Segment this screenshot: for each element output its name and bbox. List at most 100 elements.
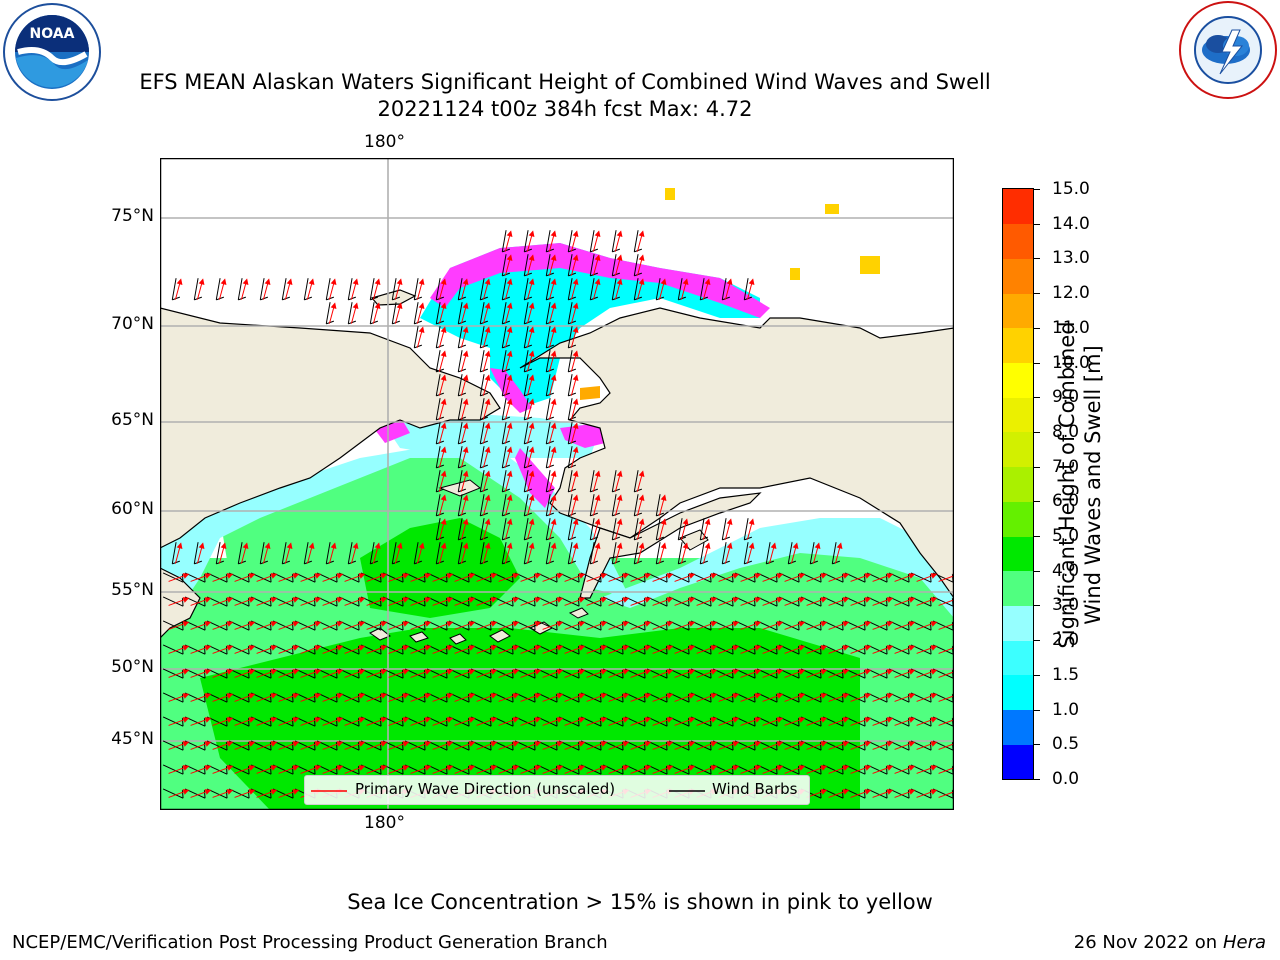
wave-direction-arrow <box>482 446 491 468</box>
lat-label-65: 65°N <box>111 410 154 430</box>
colorbar-tick-mark <box>1034 501 1040 503</box>
wave-direction-arrow <box>570 446 579 468</box>
wave-direction-arrow <box>630 669 652 678</box>
wave-direction-arrow <box>614 278 623 300</box>
wave-direction-arrow <box>806 717 828 726</box>
wave-direction-arrow <box>614 494 623 516</box>
wave-direction-arrow <box>636 542 645 564</box>
wave-direction-arrow <box>916 741 938 750</box>
wave-direction-arrow <box>894 669 916 678</box>
wave-direction-arrow <box>306 542 315 564</box>
wave-direction-arrow <box>504 470 513 492</box>
wave-direction-arrow <box>630 645 652 654</box>
wave-direction-arrow <box>322 573 344 582</box>
wave-direction-arrow <box>174 542 183 564</box>
wave-direction-arrow <box>190 669 212 678</box>
wave-direction-arrow <box>872 573 894 582</box>
wave-direction-arrow <box>278 597 300 606</box>
wave-direction-arrow <box>768 542 777 564</box>
wave-direction-arrow <box>416 278 425 300</box>
colorbar-bin <box>1003 189 1033 225</box>
wave-direction-arrow <box>916 645 938 654</box>
wave-direction-arrow <box>564 669 586 678</box>
wave-direction-arrow <box>328 542 337 564</box>
wave-direction-arrow <box>460 542 469 564</box>
wave-direction-arrow <box>696 741 718 750</box>
wave-direction-arrow <box>894 621 916 630</box>
wave-direction-arrow <box>592 494 601 516</box>
wave-direction-arrow <box>278 573 300 582</box>
wave-direction-arrow <box>190 789 212 798</box>
lat-label-50: 50°N <box>111 657 154 677</box>
wave-direction-arrow <box>548 230 557 252</box>
wave-direction-arrow <box>548 302 557 324</box>
wave-direction-arrow <box>212 597 234 606</box>
wave-direction-arrow <box>482 374 491 396</box>
wave-direction-arrow <box>526 542 535 564</box>
wave-direction-arrow <box>630 741 652 750</box>
wave-direction-arrow <box>630 693 652 702</box>
wave-direction-arrow <box>234 741 256 750</box>
wave-direction-arrow <box>432 597 454 606</box>
wave-direction-arrow <box>828 789 850 798</box>
colorbar-tick-label: 5.0 <box>1052 526 1080 547</box>
wave-direction-arrow <box>366 693 388 702</box>
wave-direction-arrow <box>784 741 806 750</box>
wave-direction-arrow <box>322 693 344 702</box>
wave-direction-arrow <box>570 254 579 276</box>
wave-direction-arrow <box>344 573 366 582</box>
wave-direction-arrow <box>234 693 256 702</box>
wave-direction-arrow <box>674 645 696 654</box>
wave-direction-arrow <box>762 765 784 774</box>
colorbar-tick-label: 2.0 <box>1052 630 1080 651</box>
wave-direction-arrow <box>278 645 300 654</box>
wave-direction-arrow <box>806 693 828 702</box>
wave-direction-arrow <box>454 693 476 702</box>
wave-direction-arrow <box>762 669 784 678</box>
wave-direction-arrow <box>410 693 432 702</box>
wave-direction-arrow <box>542 741 564 750</box>
wave-direction-arrow <box>212 573 234 582</box>
wave-direction-arrow <box>438 518 447 540</box>
wave-direction-arrow <box>438 542 447 564</box>
wind-barb <box>162 572 184 583</box>
wave-direction-arrow <box>322 597 344 606</box>
wave-direction-arrow <box>388 741 410 750</box>
wave-direction-arrow <box>652 693 674 702</box>
wave-direction-arrow <box>344 645 366 654</box>
wave-direction-arrow <box>526 326 535 348</box>
wave-direction-arrow <box>784 573 806 582</box>
wave-direction-arrow <box>608 621 630 630</box>
wave-direction-arrow <box>592 518 601 540</box>
land-kamchatka <box>160 567 201 639</box>
wave-direction-arrow <box>300 573 322 582</box>
colorbar-tick-label: 12.0 <box>1052 283 1090 304</box>
wave-direction-arrow <box>504 398 513 420</box>
colorbar-bin <box>1003 536 1033 572</box>
wave-direction-arrow <box>570 398 579 420</box>
wave-direction-arrow <box>872 717 894 726</box>
wave-direction-arrow <box>460 446 469 468</box>
wave-direction-arrow <box>482 494 491 516</box>
wave-direction-arrow <box>410 621 432 630</box>
wave-direction-arrow <box>570 422 579 444</box>
wave-direction-arrow <box>608 765 630 774</box>
wave-direction-arrow <box>938 669 954 678</box>
wave-direction-arrow <box>718 669 740 678</box>
wave-direction-arrow <box>608 669 630 678</box>
wave-direction-arrow <box>762 717 784 726</box>
colorbar-tick-mark <box>1034 431 1040 433</box>
wave-direction-arrow <box>542 621 564 630</box>
wave-direction-arrow <box>938 741 954 750</box>
wave-direction-arrow <box>828 597 850 606</box>
colorbar-bin <box>1003 223 1033 259</box>
wave-direction-arrow <box>680 278 689 300</box>
wave-direction-arrow <box>504 302 513 324</box>
wave-direction-arrow <box>394 278 403 300</box>
wave-direction-arrow <box>740 693 762 702</box>
colorbar-tick-label: 1.0 <box>1052 699 1080 720</box>
wave-direction-arrow <box>190 597 212 606</box>
wave-direction-arrow <box>344 765 366 774</box>
wave-direction-arrow <box>696 669 718 678</box>
wave-direction-arrow <box>652 645 674 654</box>
